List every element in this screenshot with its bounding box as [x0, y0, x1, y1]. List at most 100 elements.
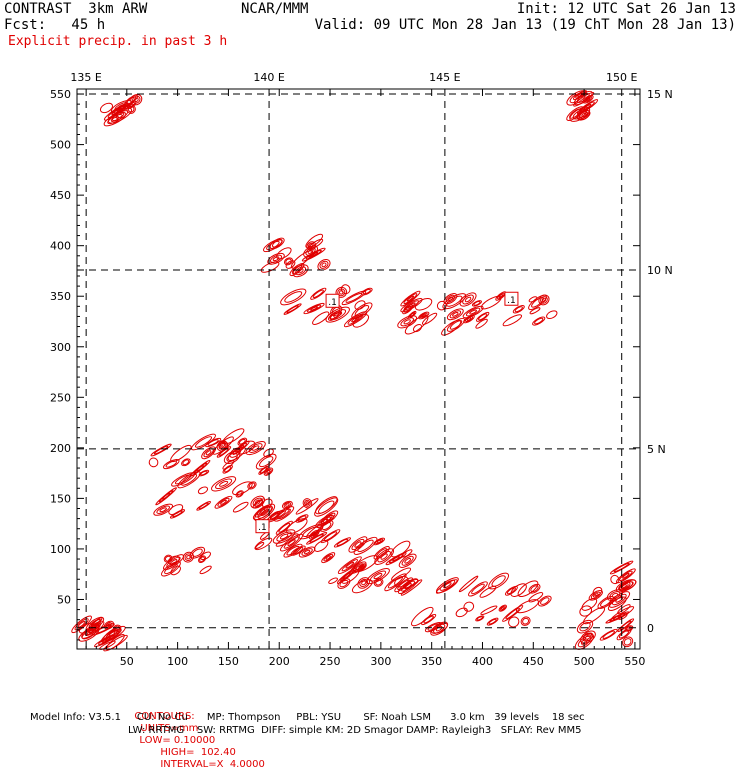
contour-line [354, 305, 370, 317]
contour-line [126, 96, 136, 105]
contour-line [276, 531, 292, 542]
contour-line [348, 536, 368, 553]
contour-line [226, 452, 238, 463]
contour-line [169, 509, 186, 519]
contour-line [341, 559, 359, 572]
contour-line [223, 450, 241, 465]
contour-line [617, 612, 628, 620]
contour-line [476, 311, 490, 322]
y-tick-label: 300 [50, 341, 71, 354]
contour-line [77, 620, 86, 628]
contour-line [158, 490, 174, 503]
x-tick-label: 250 [320, 655, 341, 668]
contour-line [377, 550, 391, 563]
contour-line [166, 556, 181, 568]
field-title: Explicit precip. in past 3 h [8, 34, 228, 49]
contour-line [272, 529, 296, 544]
contour-line [365, 568, 390, 585]
contour-line [528, 592, 544, 603]
contour-line [443, 293, 458, 305]
contour-line [199, 556, 205, 562]
contour-line [581, 598, 598, 611]
contour-line [295, 498, 319, 515]
contour-line [184, 553, 193, 561]
contour-line [585, 634, 591, 640]
contour-line [491, 575, 506, 587]
contour-line [170, 565, 181, 576]
contour-line [280, 533, 304, 552]
forecast-hour: Fcst: 45 h [4, 17, 106, 33]
contour-line [260, 261, 280, 273]
contour-line [418, 311, 430, 320]
x-tick-label: 550 [624, 655, 645, 668]
contour-line [449, 310, 462, 319]
contour-line [310, 287, 327, 300]
contour-line [427, 623, 440, 631]
contour-line [471, 583, 485, 595]
contour-line [336, 538, 349, 547]
contour-line [306, 241, 317, 251]
contour-line [506, 587, 516, 595]
contour-line [517, 580, 539, 598]
contour-line [290, 250, 313, 269]
contour-line [81, 629, 97, 640]
contour-line [532, 316, 546, 326]
contour-line [164, 555, 172, 562]
contour-line [424, 621, 442, 633]
contour-line [319, 260, 329, 269]
x-tick-label: 50 [120, 655, 134, 668]
contour-line [397, 315, 418, 329]
init-time: Init: 12 UTC Sat 26 Jan 13 [516, 1, 736, 17]
contour-line [400, 579, 423, 596]
contour-line [611, 592, 619, 598]
contour-line [546, 310, 558, 320]
chart-axes [76, 88, 641, 650]
contour-line [375, 579, 382, 586]
contour-line [256, 506, 268, 516]
contour-line [201, 446, 216, 460]
contour-line [387, 576, 404, 589]
contour-line [156, 505, 170, 514]
contour-line [505, 607, 520, 620]
contour-line [317, 500, 335, 514]
contour-line [410, 313, 414, 317]
contour-line [579, 111, 589, 119]
contour-line [312, 532, 317, 537]
contour-line [373, 537, 386, 546]
contour-line [309, 533, 324, 543]
contour-line [161, 561, 181, 577]
contour-line [478, 313, 488, 321]
contour-line [155, 487, 177, 506]
chart-labels: 50 100 150 200 250 300 350 400 450 500 550 50 100 150… [50, 71, 673, 668]
min-label-text: .1 [328, 298, 337, 308]
contour-line [600, 598, 612, 607]
contour-line [263, 448, 274, 458]
contour-line [177, 471, 201, 489]
contour-line [414, 297, 433, 311]
contour-line [328, 577, 338, 584]
contour-line [222, 464, 233, 474]
lon-label: 145 E [429, 71, 460, 84]
contour-line [512, 304, 525, 314]
contour-line [309, 244, 314, 248]
contour-line [579, 605, 593, 617]
contour-line [406, 295, 415, 302]
contour-line [435, 579, 458, 594]
contour-line [303, 302, 325, 315]
contour-line [602, 630, 615, 639]
contour-line [163, 554, 184, 571]
contour-line [361, 580, 367, 586]
contour-line [498, 294, 504, 298]
contour-line [283, 257, 294, 266]
contour-line [278, 522, 291, 533]
lon-label: 135 E [70, 71, 101, 84]
model-info-line1: Model Info: V3.5.1 CU: No Cu MP: Thompso… [30, 712, 585, 723]
contour-line [100, 625, 126, 643]
contour-line [196, 465, 205, 472]
contour-line [464, 296, 472, 303]
contour-line [180, 473, 198, 486]
contour-line [340, 284, 351, 295]
y-tick-label: 150 [50, 492, 71, 505]
contour-line [232, 440, 250, 455]
contour-line [259, 456, 274, 468]
